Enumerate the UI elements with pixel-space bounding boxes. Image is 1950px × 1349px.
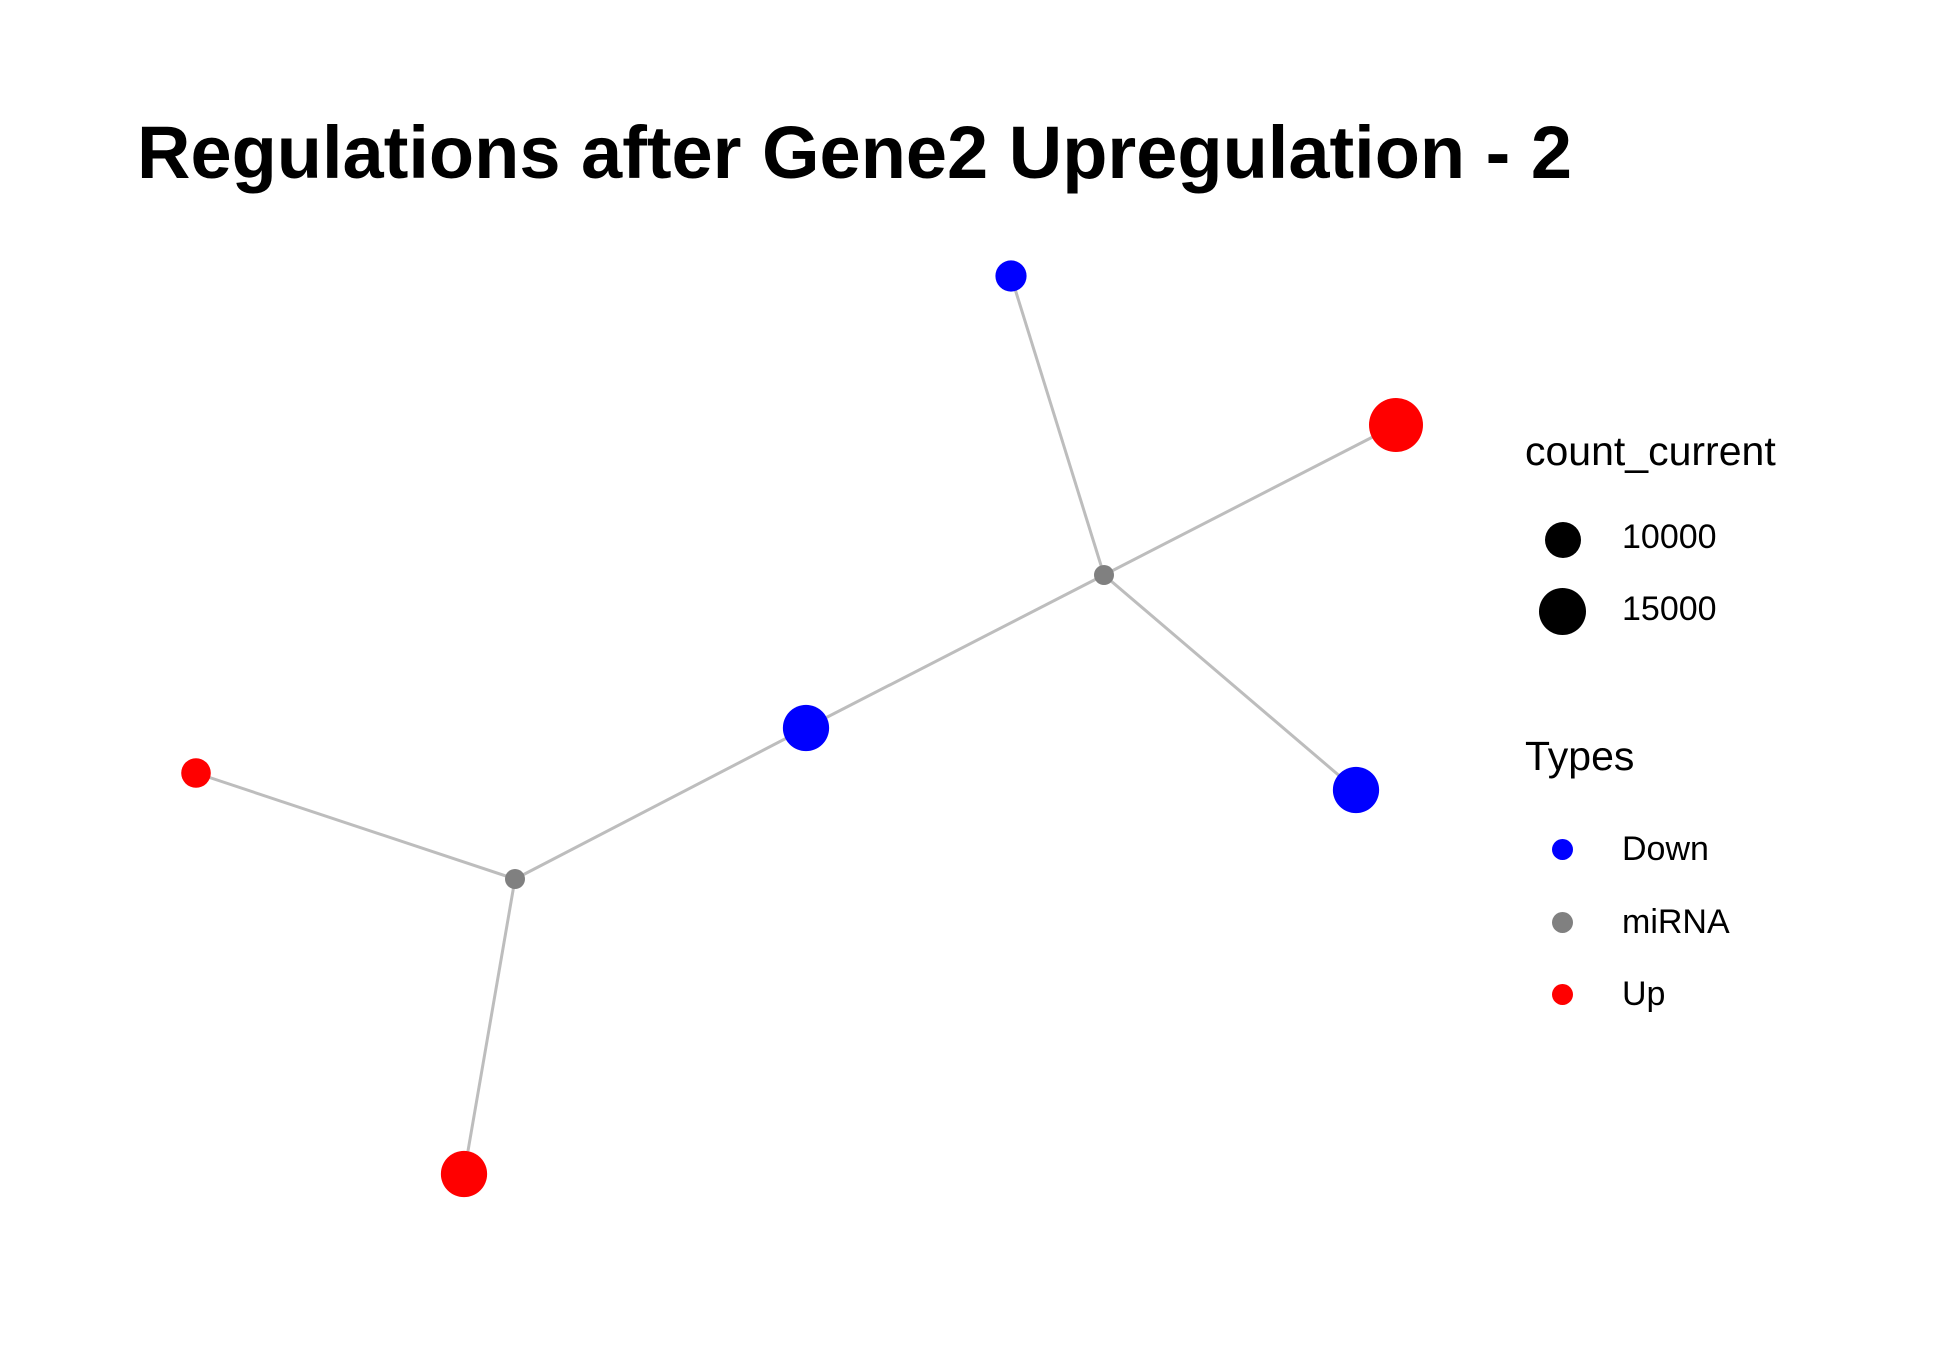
size-key-large	[1539, 588, 1586, 635]
legend-size-item: 10000	[1525, 510, 1905, 570]
edge-mirna_left-up_bottom	[462, 878, 517, 1175]
node-down_top	[995, 260, 1027, 292]
legend-type-title: Types	[1525, 733, 1635, 779]
edge-up_small-mirna_left	[195, 771, 516, 881]
legend-size-label: 15000	[1622, 590, 1717, 628]
legend-size: count_current 10000 15000	[1525, 428, 1776, 635]
legend-type-label: Down	[1622, 830, 1709, 868]
type-key-down	[1552, 839, 1573, 860]
edges-layer	[195, 275, 1397, 1175]
legend-type-label: miRNA	[1622, 903, 1730, 941]
node-up_bottom	[440, 1150, 488, 1198]
size-key-small	[1545, 522, 1581, 558]
node-down_right	[1332, 766, 1380, 814]
edge-down_top-mirna_right	[1009, 275, 1106, 576]
legend-size-title: count_current	[1525, 428, 1776, 474]
type-key-mirna	[1552, 912, 1573, 933]
edge-up_large-mirna_right	[1103, 423, 1397, 577]
plot-title: Regulations after Gene2 Upregulation - 2	[137, 111, 1573, 194]
edge-down_middle-mirna_left	[514, 726, 807, 881]
legend-type-item: miRNA	[1525, 890, 1905, 950]
legend-size-item: 15000	[1525, 582, 1905, 642]
node-mirna_left	[505, 869, 525, 889]
node-mirna_right	[1094, 565, 1114, 585]
nodes-layer	[181, 260, 1423, 1198]
edge-mirna_right-down_middle	[805, 573, 1105, 730]
legend-size-label: 10000	[1622, 518, 1717, 556]
node-down_middle	[782, 704, 830, 752]
legend-type-item: Down	[1525, 817, 1905, 877]
legend-type-item: Up	[1525, 962, 1905, 1022]
type-key-up	[1552, 984, 1573, 1005]
edge-mirna_right-down_right	[1103, 573, 1357, 792]
legend-type: Types Down miRNA Up	[1525, 733, 1730, 1013]
node-up_small	[181, 758, 211, 788]
node-up_large	[1369, 398, 1423, 452]
legend-type-label: Up	[1622, 975, 1666, 1013]
